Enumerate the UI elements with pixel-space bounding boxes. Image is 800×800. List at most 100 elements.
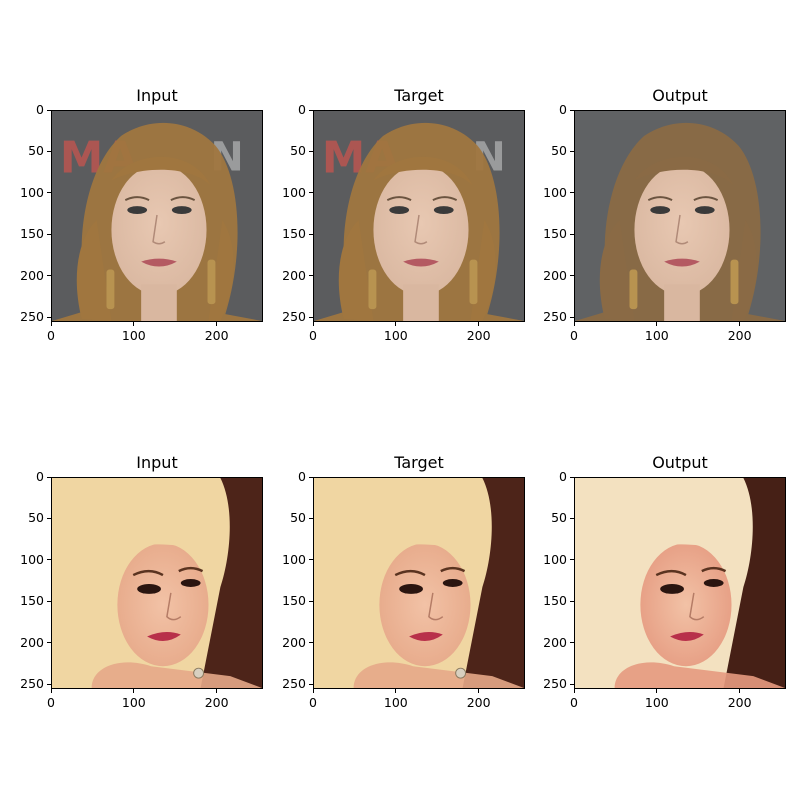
y-tick-label: 50 xyxy=(551,510,567,526)
y-tick-label: 200 xyxy=(543,267,567,283)
y-tick-mark xyxy=(570,642,574,644)
y-tick-mark xyxy=(47,150,51,152)
y-tick-label: 200 xyxy=(282,634,306,650)
y-tick-label: 50 xyxy=(28,143,44,159)
y-tick-mark xyxy=(47,683,51,685)
image-axes: MA N xyxy=(313,110,525,322)
y-tick-label: 50 xyxy=(28,510,44,526)
x-tick-mark xyxy=(312,689,314,693)
y-tick-mark xyxy=(309,275,313,277)
x-tick-label: 100 xyxy=(383,328,408,343)
y-tick-label: 250 xyxy=(20,676,44,692)
y-tick-label: 150 xyxy=(282,226,306,242)
y-tick-label: 0 xyxy=(559,102,567,117)
y-tick-mark xyxy=(309,316,313,318)
y-tick-label: 100 xyxy=(20,551,44,567)
y-tick-mark xyxy=(47,559,51,561)
y-tick-label: 50 xyxy=(290,143,306,159)
x-tick-label: 100 xyxy=(121,328,146,343)
x-tick-mark xyxy=(133,322,135,326)
y-tick-label: 150 xyxy=(20,593,44,609)
y-tick-mark xyxy=(309,150,313,152)
image-axes xyxy=(51,477,263,689)
y-tick-mark xyxy=(309,192,313,194)
y-tick-label: 250 xyxy=(282,676,306,692)
y-tick-mark xyxy=(309,600,313,602)
x-tick-mark xyxy=(216,322,218,326)
x-tick-mark xyxy=(739,322,741,326)
y-tick-label: 250 xyxy=(20,309,44,325)
y-tick-label: 50 xyxy=(290,510,306,526)
y-tick-label: 50 xyxy=(551,143,567,159)
x-tick-label: 200 xyxy=(204,328,229,343)
y-tick-label: 150 xyxy=(282,593,306,609)
y-tick-mark xyxy=(309,233,313,235)
x-tick-label: 0 xyxy=(309,328,317,343)
image-axes xyxy=(574,110,786,322)
y-tick-mark xyxy=(570,600,574,602)
image-axes: MA N xyxy=(51,110,263,322)
x-tick-label: 0 xyxy=(570,328,578,343)
x-tick-mark xyxy=(312,322,314,326)
y-tick-mark xyxy=(47,642,51,644)
x-tick-mark xyxy=(573,322,575,326)
y-tick-mark xyxy=(47,275,51,277)
x-tick-label: 200 xyxy=(204,695,229,710)
y-tick-label: 100 xyxy=(282,184,306,200)
y-tick-mark xyxy=(570,316,574,318)
x-tick-label: 100 xyxy=(644,328,669,343)
y-tick-mark xyxy=(570,233,574,235)
face-photo-blonde-target xyxy=(314,478,524,688)
panel-title: Target xyxy=(394,453,444,472)
y-tick-mark xyxy=(309,476,313,478)
y-tick-label: 0 xyxy=(36,469,44,484)
x-tick-label: 200 xyxy=(727,328,752,343)
y-tick-label: 100 xyxy=(543,551,567,567)
face-photo-brunette-input: MA N xyxy=(52,111,262,321)
y-tick-mark xyxy=(570,476,574,478)
y-tick-mark xyxy=(309,109,313,111)
y-tick-mark xyxy=(570,559,574,561)
x-tick-label: 0 xyxy=(570,695,578,710)
y-tick-label: 250 xyxy=(543,676,567,692)
panel-title: Output xyxy=(652,86,708,105)
x-tick-mark xyxy=(478,322,480,326)
x-tick-mark xyxy=(739,689,741,693)
y-tick-label: 100 xyxy=(282,551,306,567)
y-tick-label: 0 xyxy=(298,102,306,117)
y-tick-mark xyxy=(47,517,51,519)
y-tick-label: 100 xyxy=(20,184,44,200)
y-tick-label: 200 xyxy=(20,267,44,283)
y-tick-mark xyxy=(570,275,574,277)
y-tick-mark xyxy=(570,517,574,519)
y-tick-mark xyxy=(47,109,51,111)
y-tick-label: 0 xyxy=(36,102,44,117)
x-tick-label: 100 xyxy=(644,695,669,710)
image-axes xyxy=(574,477,786,689)
x-tick-mark xyxy=(395,322,397,326)
x-tick-mark xyxy=(395,689,397,693)
y-tick-mark xyxy=(47,600,51,602)
y-tick-mark xyxy=(570,109,574,111)
y-tick-label: 150 xyxy=(543,593,567,609)
face-photo-blonde-input xyxy=(52,478,262,688)
panel-title: Input xyxy=(136,453,178,472)
x-tick-label: 100 xyxy=(383,695,408,710)
y-tick-mark xyxy=(570,150,574,152)
x-tick-mark xyxy=(573,689,575,693)
y-tick-label: 200 xyxy=(20,634,44,650)
y-tick-label: 250 xyxy=(543,309,567,325)
y-tick-mark xyxy=(47,192,51,194)
x-tick-label: 0 xyxy=(47,695,55,710)
y-tick-mark xyxy=(570,192,574,194)
y-tick-mark xyxy=(309,559,313,561)
y-tick-label: 200 xyxy=(543,634,567,650)
x-tick-mark xyxy=(133,689,135,693)
y-tick-label: 100 xyxy=(543,184,567,200)
y-tick-mark xyxy=(570,683,574,685)
y-tick-label: 250 xyxy=(282,309,306,325)
image-axes xyxy=(313,477,525,689)
panel-title: Target xyxy=(394,86,444,105)
x-tick-mark xyxy=(656,689,658,693)
x-tick-mark xyxy=(50,689,52,693)
